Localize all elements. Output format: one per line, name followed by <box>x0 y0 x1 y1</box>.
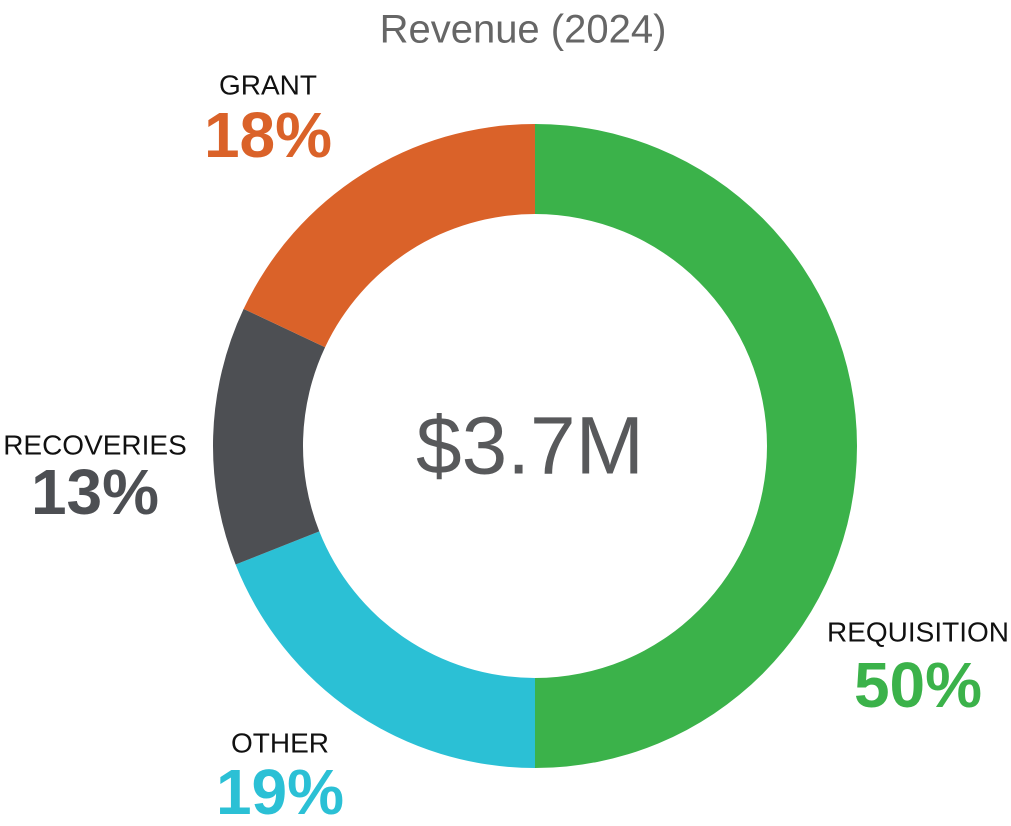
value-label: 13% <box>31 456 159 528</box>
donut-segment <box>235 531 535 768</box>
donut-segment <box>535 124 857 768</box>
value-label: 18% <box>204 99 332 171</box>
donut-segment <box>243 124 535 348</box>
value-label: 19% <box>216 756 344 826</box>
center-label: $3.7M <box>416 401 644 492</box>
category-label: RECOVERIES <box>3 429 187 460</box>
donut-segment <box>213 308 326 565</box>
value-label: 50% <box>854 649 982 721</box>
category-label: GRANT <box>219 69 317 100</box>
category-label: OTHER <box>231 727 329 758</box>
chart-title: Revenue (2024) <box>380 8 667 52</box>
category-label: REQUISITION <box>827 616 1009 647</box>
